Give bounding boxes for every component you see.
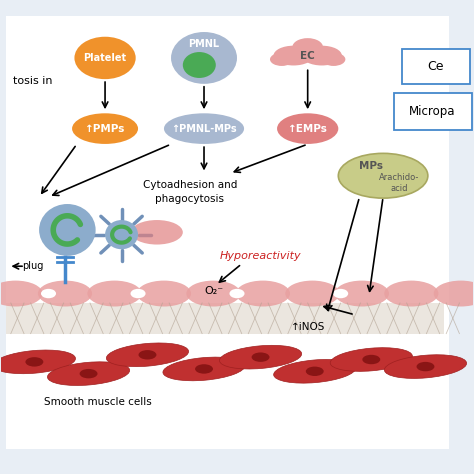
Text: ↑iNOS: ↑iNOS [291,321,325,331]
Ellipse shape [130,289,146,298]
Text: plug: plug [23,261,44,271]
FancyBboxPatch shape [402,48,470,84]
Text: Arachido-
acid: Arachido- acid [379,173,420,193]
Text: PMNL: PMNL [189,39,219,49]
Text: Ce: Ce [428,60,444,73]
Ellipse shape [41,289,56,298]
Ellipse shape [277,113,338,144]
Ellipse shape [338,154,428,198]
Ellipse shape [219,346,301,369]
Ellipse shape [292,38,323,56]
Ellipse shape [163,357,245,381]
Text: Cytoadhesion and
phagocytosis: Cytoadhesion and phagocytosis [143,181,237,204]
Ellipse shape [38,281,92,307]
Ellipse shape [106,343,189,366]
Ellipse shape [80,369,98,378]
Text: MPs: MPs [359,161,383,171]
Ellipse shape [47,362,130,385]
Text: EC: EC [301,51,315,61]
Ellipse shape [229,289,245,298]
Ellipse shape [333,289,348,298]
Ellipse shape [335,281,389,307]
Ellipse shape [285,281,339,307]
FancyBboxPatch shape [6,303,444,334]
FancyBboxPatch shape [6,16,449,449]
Ellipse shape [137,281,191,307]
Ellipse shape [26,357,43,366]
Text: ↑PMPs: ↑PMPs [85,124,125,134]
Text: ↑PMNL-MPs: ↑PMNL-MPs [171,124,237,134]
Ellipse shape [74,36,136,79]
Ellipse shape [384,355,466,378]
Ellipse shape [330,348,412,371]
Ellipse shape [105,220,138,249]
Ellipse shape [186,281,240,307]
Ellipse shape [273,359,356,383]
FancyBboxPatch shape [394,93,472,130]
Ellipse shape [417,362,435,371]
Ellipse shape [72,113,138,144]
Text: O₂⁻: O₂⁻ [204,286,223,296]
Ellipse shape [434,281,474,307]
Text: tosis in: tosis in [13,76,53,86]
Text: Micropa: Micropa [410,105,456,118]
Ellipse shape [164,113,244,144]
Text: ↑EMPs: ↑EMPs [288,124,328,134]
Ellipse shape [171,32,237,84]
Ellipse shape [39,204,96,256]
Ellipse shape [236,281,290,307]
Text: Hyporeactivity: Hyporeactivity [220,251,301,261]
Ellipse shape [322,53,346,66]
Ellipse shape [270,53,293,66]
Ellipse shape [273,46,314,65]
Ellipse shape [195,364,213,374]
Ellipse shape [252,353,270,362]
Text: Platelet: Platelet [83,53,127,63]
Ellipse shape [0,281,43,307]
Ellipse shape [183,52,216,78]
Ellipse shape [131,220,183,245]
Text: Smooth muscle cells: Smooth muscle cells [44,397,152,407]
Ellipse shape [0,350,75,374]
Ellipse shape [87,281,142,307]
Ellipse shape [138,350,156,359]
Ellipse shape [302,46,342,65]
Ellipse shape [306,366,324,376]
Ellipse shape [362,355,380,364]
Ellipse shape [384,281,438,307]
